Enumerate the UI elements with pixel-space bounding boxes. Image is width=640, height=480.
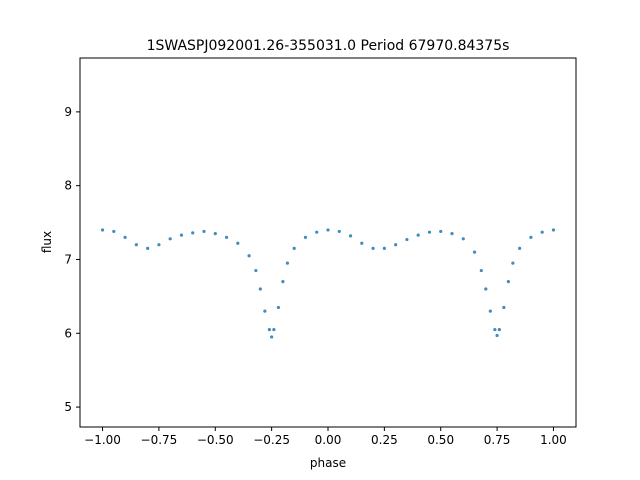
data-point <box>191 231 195 235</box>
data-point <box>511 261 515 265</box>
x-axis-ticks: −1.00 −0.75 −0.50 −0.25 0.00 0.25 0.50 0.75 1.00 <box>84 427 567 447</box>
data-point <box>479 268 483 273</box>
data-point <box>303 235 308 239</box>
data-point <box>315 230 319 234</box>
x-tick-label: 1.00 <box>540 433 567 447</box>
data-point <box>382 246 386 250</box>
data-point <box>254 268 258 273</box>
data-point <box>100 228 105 232</box>
data-point <box>484 287 488 291</box>
data-point <box>285 261 290 265</box>
y-tick-label: 5 <box>64 400 72 414</box>
data-point <box>495 333 499 338</box>
data-point <box>502 305 506 310</box>
data-point <box>258 287 262 291</box>
data-point <box>213 232 217 236</box>
x-tick-label: 0.25 <box>371 433 398 447</box>
data-point <box>439 229 443 234</box>
y-axis-label: flux <box>40 231 54 253</box>
data-point <box>146 246 150 250</box>
data-point <box>551 228 556 232</box>
y-tick-label: 6 <box>64 326 72 340</box>
data-point <box>263 309 267 313</box>
data-point <box>236 241 240 245</box>
data-point <box>529 235 533 239</box>
data-point <box>518 246 522 250</box>
data-point <box>281 280 285 284</box>
data-point <box>247 254 251 258</box>
y-tick-label: 9 <box>64 105 72 119</box>
data-point <box>540 230 544 234</box>
data-point <box>168 237 172 241</box>
x-tick-label: 0.50 <box>427 433 454 447</box>
data-point <box>497 327 501 332</box>
y-axis-ticks: 5 6 7 8 9 <box>64 105 80 414</box>
data-point <box>461 237 465 241</box>
data-point <box>405 237 409 242</box>
data-point <box>270 335 274 339</box>
data-point <box>394 243 398 247</box>
data-point <box>472 250 477 254</box>
x-tick-label: −0.75 <box>141 433 178 447</box>
x-axis-label: phase <box>310 456 346 470</box>
data-point <box>506 280 510 284</box>
data-point <box>348 234 353 238</box>
data-point <box>360 241 364 245</box>
data-point <box>224 235 229 239</box>
data-point <box>488 309 492 313</box>
scatter-points <box>100 228 556 339</box>
data-point <box>371 246 375 250</box>
x-tick-label: −1.00 <box>84 433 121 447</box>
x-tick-label: −0.25 <box>253 433 290 447</box>
data-point <box>202 229 206 234</box>
chart-title: 1SWASPJ092001.26-355031.0 Period 67970.8… <box>147 38 510 54</box>
x-tick-label: 0.75 <box>484 433 511 447</box>
data-point <box>267 327 271 332</box>
data-point <box>123 235 127 239</box>
data-point <box>157 243 161 247</box>
data-point <box>112 229 116 234</box>
data-point <box>427 230 432 234</box>
data-point <box>179 233 184 237</box>
y-tick-label: 8 <box>64 179 72 193</box>
data-point <box>337 229 341 234</box>
data-point <box>292 246 296 250</box>
data-point <box>134 243 138 247</box>
x-tick-label: 0.00 <box>315 433 342 447</box>
data-point <box>272 327 276 332</box>
data-point <box>276 305 280 310</box>
y-tick-label: 7 <box>64 252 72 266</box>
data-point <box>326 228 330 232</box>
data-point <box>450 232 454 236</box>
data-point <box>416 233 420 237</box>
x-tick-label: −0.50 <box>197 433 234 447</box>
data-point <box>493 327 497 332</box>
